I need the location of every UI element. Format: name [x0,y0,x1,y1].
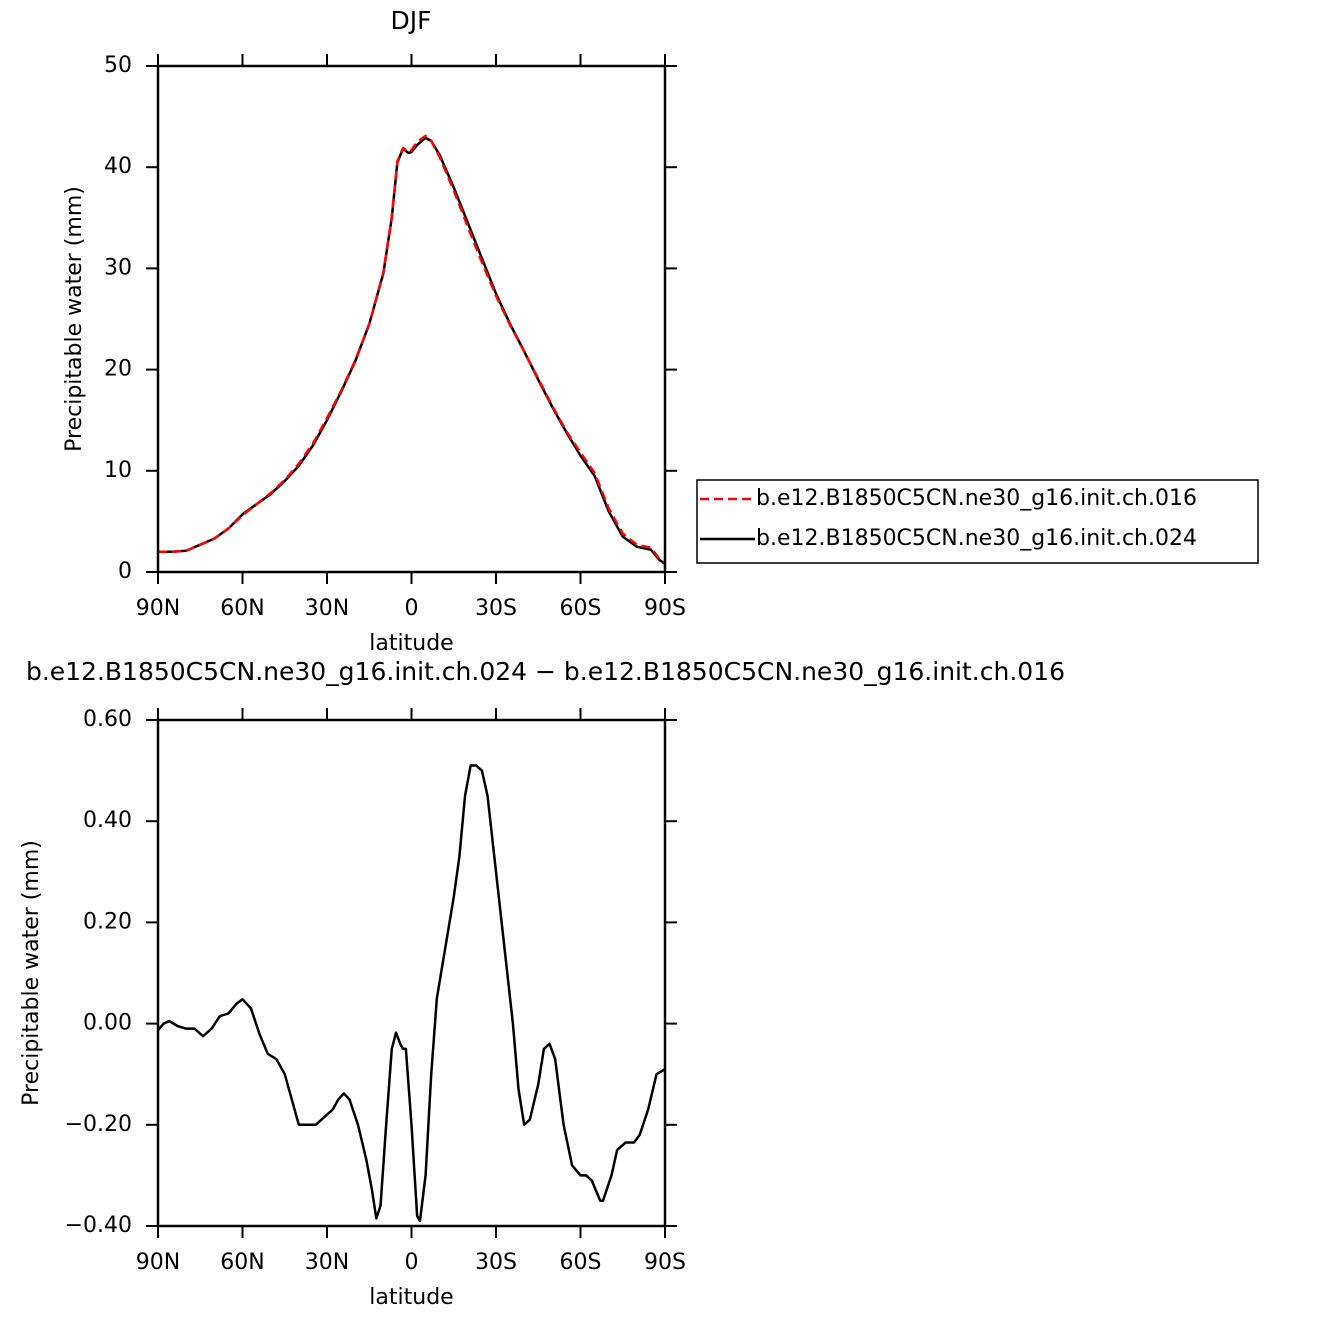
y-tick-label: 40 [104,154,132,179]
chart-title: b.e12.B1850C5CN.ne30_g16.init.ch.024 − b… [26,657,1065,686]
x-tick-label: 90S [644,1250,686,1275]
data-line [157,764,666,1223]
x-tick-label: 30S [475,1250,517,1275]
x-tick-label: 60N [220,596,264,621]
data-line [158,134,666,564]
y-axis-label: Precipitable water (mm) [19,840,44,1106]
legend-label: b.e12.B1850C5CN.ne30_g16.init.ch.024 [756,526,1197,551]
x-tick-label: 90S [644,596,686,621]
x-tick-label: 0 [405,1250,419,1275]
chart-title: DJF [390,6,431,35]
x-axis-label: latitude [369,1285,453,1310]
plot-frame [156,64,667,574]
legend-box [696,479,1259,564]
x-tick-label: 90N [136,596,180,621]
y-tick-label: 30 [104,255,132,280]
x-tick-label: 90N [136,1250,180,1275]
y-tick-label: 0.40 [83,808,132,833]
x-tick-label: 60N [220,1250,264,1275]
x-axis-label: latitude [369,631,453,656]
y-axis-label: Precipitable water (mm) [62,186,87,452]
x-tick-label: 30S [475,596,517,621]
y-tick-label: 50 [104,53,132,78]
y-tick-label: 10 [104,458,132,483]
y-tick-label: 0.20 [83,909,132,934]
y-tick-label: 0.00 [83,1011,132,1036]
x-tick-label: 30N [305,1250,349,1275]
data-line [158,136,666,565]
legend-label: b.e12.B1850C5CN.ne30_g16.init.ch.016 [756,486,1197,511]
y-tick-label: 0 [118,559,132,584]
y-tick-label: 0.60 [83,707,132,732]
plot-frame [156,718,667,1228]
x-tick-label: 60S [560,596,602,621]
y-tick-label: −0.40 [65,1213,132,1238]
x-tick-label: 60S [560,1250,602,1275]
x-tick-label: 0 [405,596,419,621]
x-tick-label: 30N [305,596,349,621]
y-tick-label: −0.20 [65,1112,132,1137]
y-tick-label: 20 [104,357,132,382]
